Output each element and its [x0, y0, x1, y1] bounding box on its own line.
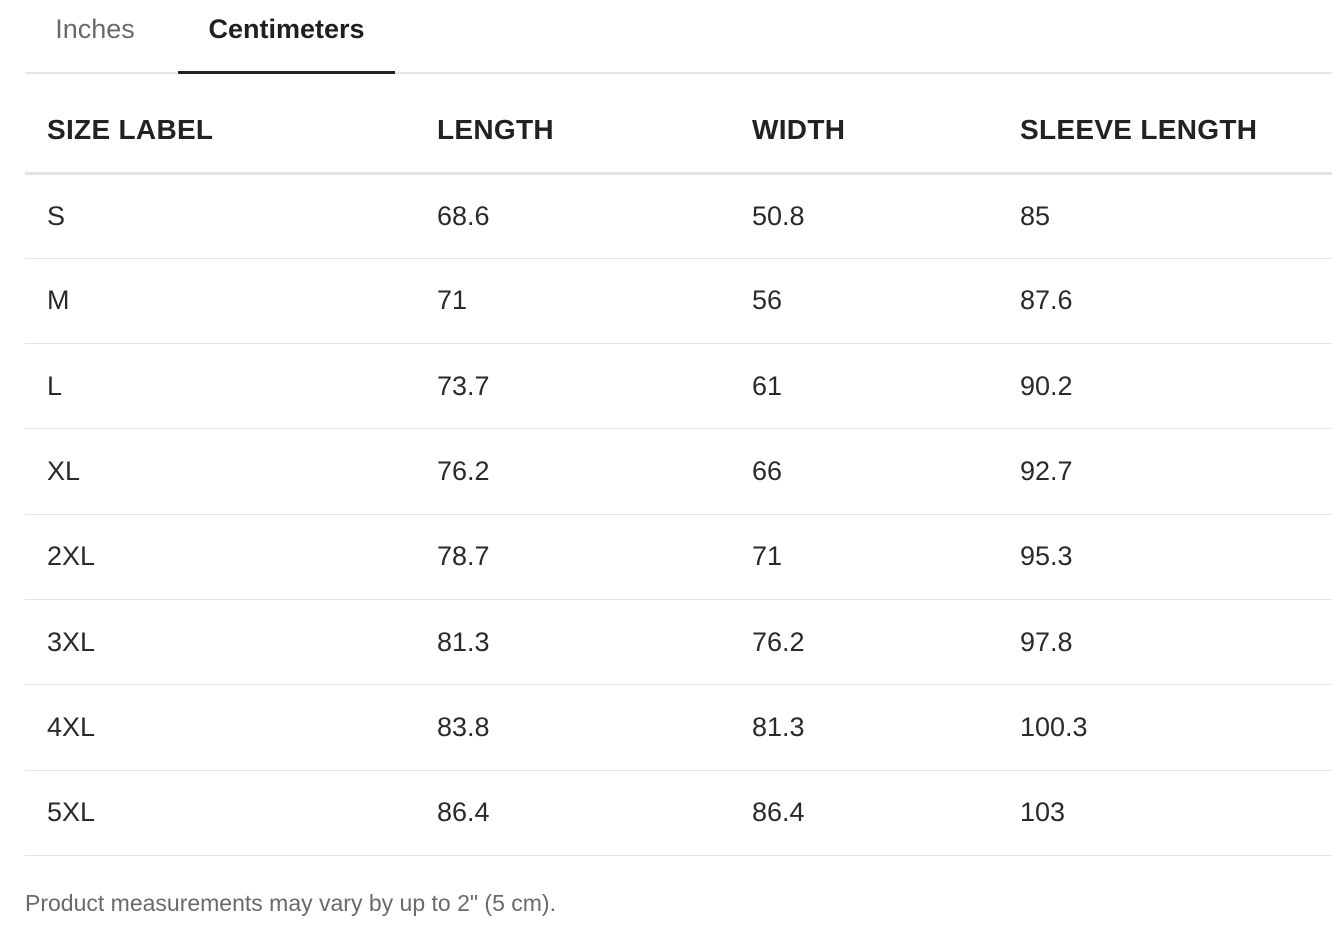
cell-size: 2XL — [25, 514, 437, 600]
table-row: XL 76.2 66 92.7 — [25, 428, 1332, 515]
cell-width: 76.2 — [752, 599, 1020, 686]
cell-width: 50.8 — [752, 173, 1020, 259]
cell-size: XL — [25, 428, 437, 515]
cell-sleeve-length: 87.6 — [1020, 258, 1332, 345]
cell-size: M — [25, 258, 437, 345]
table-header-row: SIZE LABEL LENGTH WIDTH SLEEVE LENGTH — [25, 88, 1332, 175]
cell-sleeve-length: 92.7 — [1020, 428, 1332, 515]
cell-size: 4XL — [25, 684, 437, 771]
header-sleeve-length: SLEEVE LENGTH — [1020, 88, 1332, 175]
cell-width: 56 — [752, 258, 1020, 345]
table-row: S 68.6 50.8 85 — [25, 173, 1332, 259]
table-row: 5XL 86.4 86.4 103 — [25, 770, 1332, 856]
header-length: LENGTH — [437, 88, 752, 175]
cell-length: 68.6 — [437, 173, 752, 259]
table-row: M 71 56 87.6 — [25, 258, 1332, 345]
header-width: WIDTH — [752, 88, 1020, 175]
table-row: 2XL 78.7 71 95.3 — [25, 514, 1332, 600]
cell-length: 83.8 — [437, 684, 752, 771]
cell-length: 81.3 — [437, 599, 752, 686]
cell-sleeve-length: 95.3 — [1020, 514, 1332, 600]
cell-length: 86.4 — [437, 770, 752, 856]
cell-sleeve-length: 85 — [1020, 173, 1332, 259]
cell-size: 5XL — [25, 770, 437, 856]
cell-length: 78.7 — [437, 514, 752, 600]
cell-sleeve-length: 97.8 — [1020, 599, 1332, 686]
cell-width: 81.3 — [752, 684, 1020, 771]
cell-width: 61 — [752, 343, 1020, 430]
cell-length: 76.2 — [437, 428, 752, 515]
cell-length: 71 — [437, 258, 752, 345]
cell-width: 66 — [752, 428, 1020, 515]
header-size-label: SIZE LABEL — [25, 88, 437, 175]
size-chart-table: SIZE LABEL LENGTH WIDTH SLEEVE LENGTH S … — [25, 88, 1332, 856]
tab-inches[interactable]: Inches — [55, 14, 135, 44]
tab-centimeters[interactable]: Centimeters — [178, 0, 395, 74]
cell-size: 3XL — [25, 599, 437, 686]
table-row: 4XL 83.8 81.3 100.3 — [25, 684, 1332, 771]
cell-size: S — [25, 173, 437, 259]
cell-sleeve-length: 100.3 — [1020, 684, 1332, 771]
measurement-disclaimer: Product measurements may vary by up to 2… — [25, 890, 556, 916]
table-row: 3XL 81.3 76.2 97.8 — [25, 599, 1332, 686]
cell-length: 73.7 — [437, 343, 752, 430]
table-row: L 73.7 61 90.2 — [25, 343, 1332, 430]
cell-width: 71 — [752, 514, 1020, 600]
cell-sleeve-length: 103 — [1020, 770, 1332, 856]
cell-sleeve-length: 90.2 — [1020, 343, 1332, 430]
cell-size: L — [25, 343, 437, 430]
cell-width: 86.4 — [752, 770, 1020, 856]
unit-tabs: Inches Centimeters — [25, 0, 1332, 74]
